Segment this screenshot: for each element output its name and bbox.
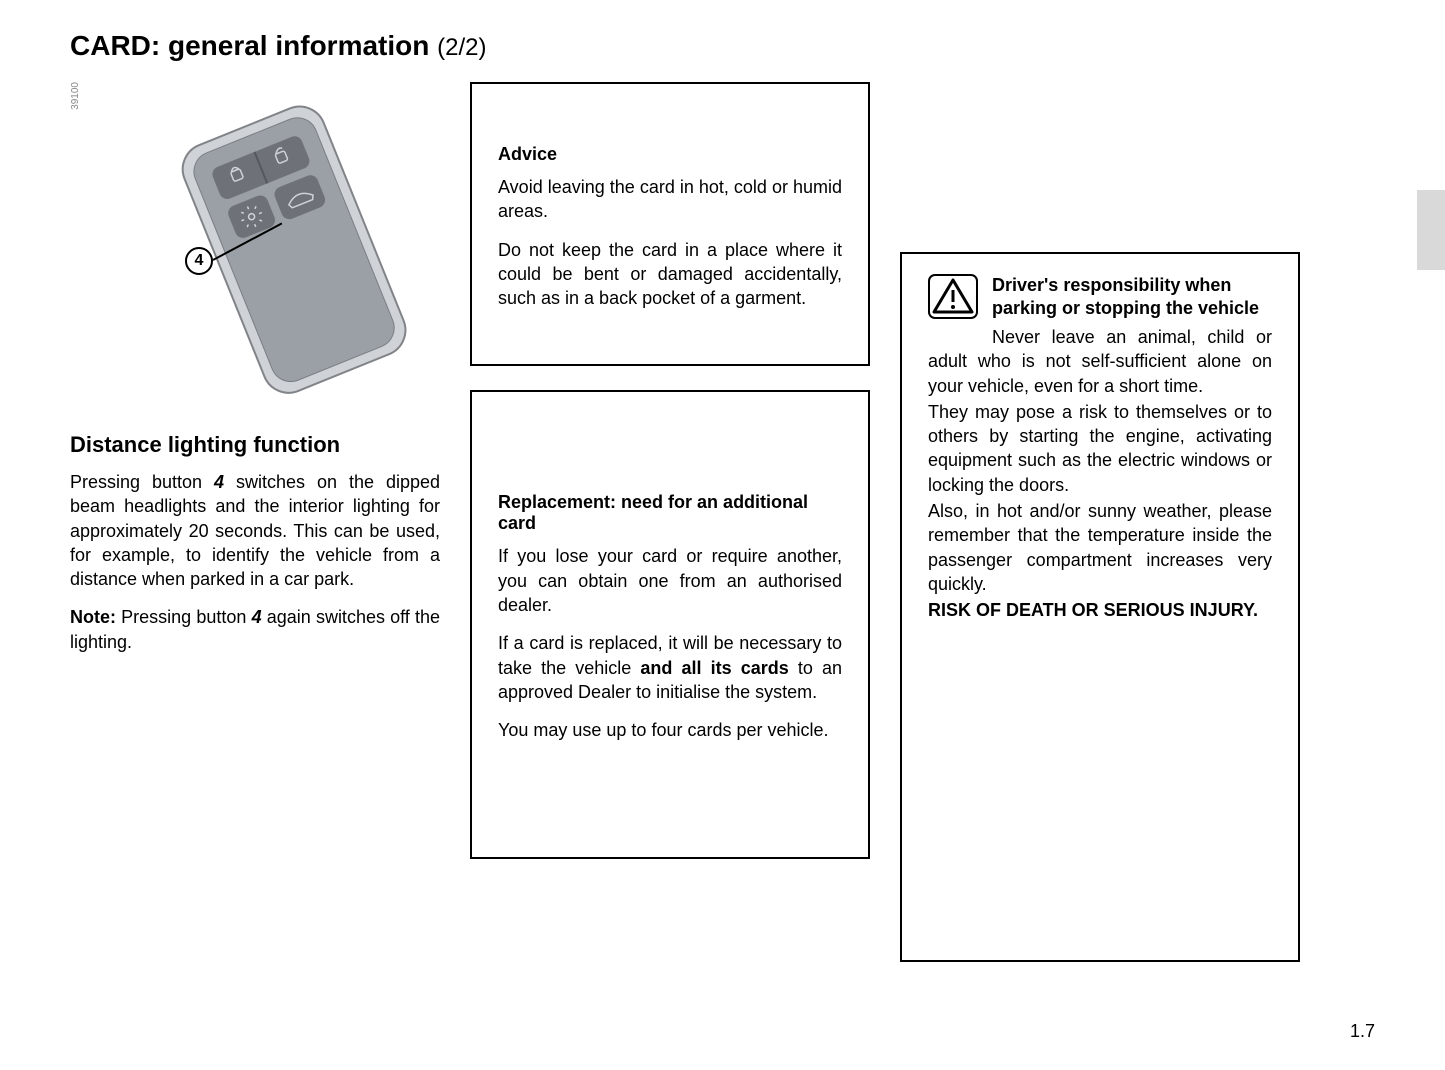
- r-p2-bold: and all its cards: [640, 658, 788, 678]
- p2-a: Pressing button: [116, 607, 252, 627]
- p1-b: 4: [214, 472, 224, 492]
- warning-triangle-icon: [928, 274, 978, 319]
- column-right: Driver's responsibility when parking or …: [900, 82, 1300, 986]
- page-title: CARD: general information (2/2): [70, 30, 1375, 62]
- distance-lighting-note: Note: Pressing button 4 again switches o…: [70, 605, 440, 654]
- advice-box: Advice Avoid leaving the card in hot, co…: [470, 82, 870, 366]
- callout-4: 4: [185, 247, 213, 275]
- column-left: 39100 4: [70, 82, 440, 986]
- column-middle: Advice Avoid leaving the card in hot, co…: [470, 82, 870, 986]
- card-illustration: 39100 4: [70, 82, 440, 412]
- right-spacer: [900, 82, 1300, 252]
- warning-title: Driver's responsibility when parking or …: [992, 274, 1272, 319]
- replacement-p1: If you lose your card or require another…: [498, 544, 842, 617]
- warning-header: Driver's responsibility when parking or …: [928, 274, 1272, 319]
- warn-p3: Also, in hot and/or sunny weather, pleas…: [928, 499, 1272, 596]
- image-ref-number: 39100: [70, 82, 81, 110]
- title-sub: (2/2): [437, 34, 486, 61]
- warning-box: Driver's responsibility when parking or …: [900, 252, 1300, 962]
- replacement-box: Replacement: need for an additional card…: [470, 390, 870, 858]
- replacement-heading: Replacement: need for an additional card: [498, 492, 842, 534]
- warn-p1: Never leave an animal, child or adult wh…: [928, 325, 1272, 398]
- advice-p1: Avoid leaving the card in hot, cold or h…: [498, 175, 842, 224]
- replacement-p2: If a card is replaced, it will be necess…: [498, 631, 842, 704]
- callout-number: 4: [195, 252, 204, 270]
- section-tab: [1417, 190, 1445, 270]
- warning-body: Never leave an animal, child or adult wh…: [928, 325, 1272, 623]
- page-number: 1.7: [1350, 1021, 1375, 1042]
- title-main: CARD: general information: [70, 30, 429, 61]
- warn-risk: RISK OF DEATH OR SERIOUS INJURY.: [928, 598, 1272, 622]
- warn-p2: They may pose a risk to themselves or to…: [928, 400, 1272, 497]
- callout-circle: 4: [185, 247, 213, 275]
- replacement-p3: You may use up to four cards per vehicle…: [498, 718, 842, 742]
- distance-lighting-p1: Pressing button 4 switches on the dipped…: [70, 470, 440, 591]
- distance-lighting-heading: Distance lighting function: [70, 432, 440, 458]
- advice-heading: Advice: [498, 144, 842, 165]
- p1-a: Pressing button: [70, 472, 214, 492]
- content-columns: 39100 4: [70, 82, 1375, 986]
- advice-p2: Do not keep the card in a place where it…: [498, 238, 842, 311]
- p2-b: 4: [252, 607, 262, 627]
- note-label: Note:: [70, 607, 116, 627]
